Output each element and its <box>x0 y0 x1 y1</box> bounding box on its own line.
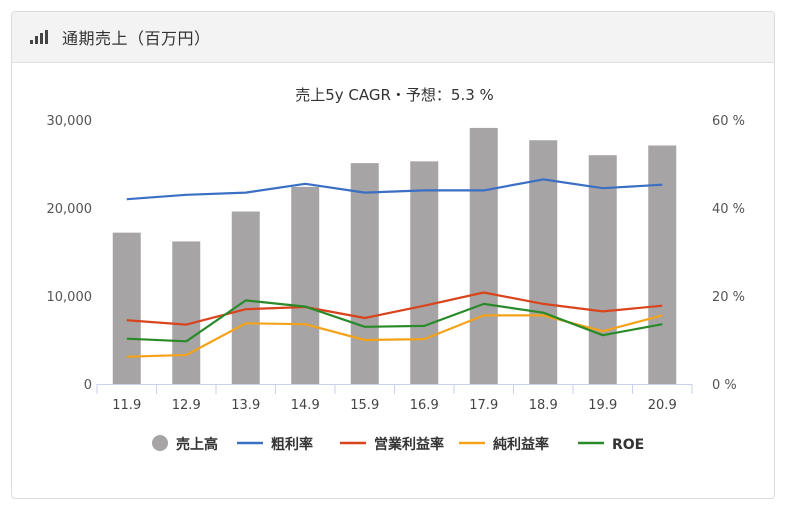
x-tick-label: 19.9 <box>588 398 617 413</box>
bar-sales <box>231 211 260 384</box>
bar-sales <box>291 186 320 384</box>
legend-label: 営業利益率 <box>374 436 444 453</box>
bar-sales <box>529 140 558 384</box>
x-tick-label: 18.9 <box>529 398 558 413</box>
x-tick-label: 17.9 <box>469 398 498 413</box>
bar-sales <box>112 232 141 384</box>
bar-sales <box>648 145 677 384</box>
card-header: 通期売上（百万円） <box>12 12 774 63</box>
y-left-tick-label: 30,000 <box>47 114 93 129</box>
y-right-tick-label: 40 % <box>712 202 745 217</box>
bar-sales <box>350 163 379 384</box>
bar-sales <box>410 161 439 384</box>
x-tick-label: 15.9 <box>350 398 379 413</box>
y-left-tick-label: 0 <box>84 378 92 393</box>
x-tick-label: 12.9 <box>172 398 201 413</box>
x-tick-label: 20.9 <box>648 398 677 413</box>
bar-sales <box>588 155 617 384</box>
y-left-tick-label: 10,000 <box>47 290 93 305</box>
series-line <box>126 178 663 201</box>
y-right-tick-label: 0 % <box>712 378 737 393</box>
y-right-tick-label: 20 % <box>712 290 745 305</box>
chart-title: 売上5y CAGR・予想：5.3 % <box>295 86 494 104</box>
x-tick-label: 13.9 <box>231 398 260 413</box>
x-tick-label: 16.9 <box>410 398 439 413</box>
legend-marker-bar <box>152 435 168 451</box>
y-left-tick-label: 20,000 <box>47 202 93 217</box>
x-tick-label: 11.9 <box>112 398 141 413</box>
series-line <box>126 299 663 343</box>
bar-chart-icon <box>30 30 48 44</box>
legend-label: 純利益率 <box>493 436 549 453</box>
bar-sales <box>172 241 201 384</box>
card-title: 通期売上（百万円） <box>62 29 211 48</box>
x-tick-label: 14.9 <box>291 398 320 413</box>
legend-label: 売上高 <box>176 436 218 453</box>
series-line <box>126 291 663 326</box>
legend-label: 粗利率 <box>271 436 313 453</box>
series-line <box>126 314 663 358</box>
legend-label: ROE <box>612 437 644 453</box>
y-right-tick-label: 60 % <box>712 114 745 129</box>
bar-sales <box>469 127 498 385</box>
